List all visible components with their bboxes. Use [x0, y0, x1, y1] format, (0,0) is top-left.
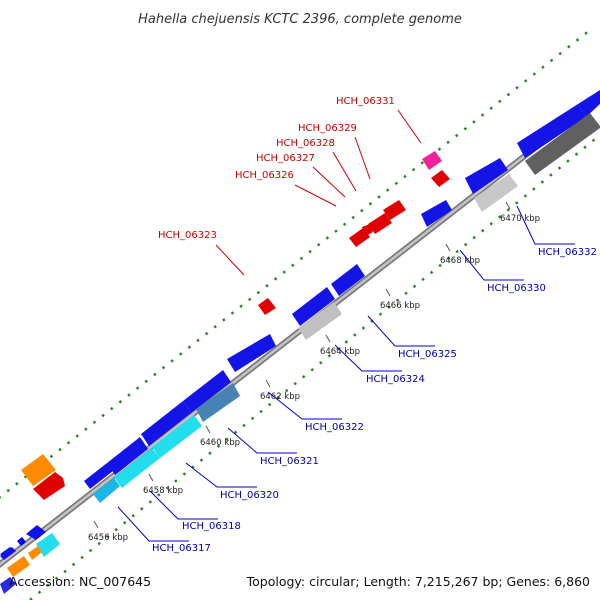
- gene-label[interactable]: HCH_06320: [220, 490, 279, 501]
- gene-arrow[interactable]: [107, 437, 148, 475]
- gene-arrow[interactable]: [331, 264, 365, 296]
- accession-text: Accession: NC_007645: [9, 574, 151, 589]
- gene-leader-line: [354, 136, 371, 180]
- gene-arrow[interactable]: [152, 415, 202, 458]
- gene-label[interactable]: HCH_06318: [182, 521, 241, 532]
- tick-label: 6456 kbp: [88, 533, 128, 543]
- gene-arrow[interactable]: [421, 200, 452, 227]
- gene-arrow[interactable]: [258, 298, 276, 315]
- position-ticks: 6456 kbp 6458 kbp 6460 kbp 6462 kbp 6464 kbp…: [88, 201, 540, 543]
- tick-mark: [265, 379, 271, 388]
- gene-label[interactable]: HCH_06326: [235, 170, 294, 181]
- gene-arrow[interactable]: [422, 151, 442, 170]
- gene-leader-line: [459, 249, 524, 281]
- tick-label: 6468 kbp: [440, 256, 480, 266]
- gene-arrow[interactable]: [7, 556, 30, 577]
- genome-summary-text: Topology: circular; Length: 7,215,267 bp…: [246, 574, 590, 589]
- gene-label[interactable]: HCH_06324: [366, 374, 425, 385]
- gene-leader-line: [267, 391, 342, 420]
- gene-arrow[interactable]: [474, 174, 518, 212]
- gene-leader-line: [334, 344, 402, 372]
- gene-leader-line: [397, 109, 422, 144]
- gene-leader-line: [367, 315, 435, 347]
- gene-label[interactable]: HCH_06328: [276, 138, 335, 149]
- tick-mark: [205, 425, 211, 434]
- gene-arrow[interactable]: [33, 472, 65, 500]
- secondary-strand-genes: [0, 113, 600, 594]
- gene-label[interactable]: HCH_06322: [305, 422, 364, 433]
- gene-label[interactable]: HCH_06327: [256, 153, 315, 164]
- tick-label: 6458 kbp: [143, 486, 183, 496]
- gene-arrow[interactable]: [196, 383, 240, 422]
- tick-label: 6466 kbp: [380, 301, 420, 311]
- tick-label: 6470 kbp: [500, 214, 540, 224]
- gene-arrow[interactable]: [298, 302, 342, 340]
- tick-label: 6462 kbp: [260, 392, 300, 402]
- gene-arrow[interactable]: [183, 370, 231, 413]
- gene-arrow[interactable]: [84, 463, 113, 489]
- gene-leader-line: [294, 184, 337, 207]
- gene-leader-line: [516, 205, 575, 245]
- reverse-gene-labels: HCH_06317 HCH_06318 HCH_06320 HCH_06321 HCH_…: [117, 205, 597, 554]
- gene-label[interactable]: HCH_06329: [298, 123, 357, 134]
- map-title: Hahella chejuensis KCTC 2396, complete g…: [138, 12, 462, 27]
- forward-strand-genes: [0, 90, 600, 560]
- gene-leader-line: [185, 462, 257, 488]
- gene-leader-line: [215, 244, 245, 276]
- tick-mark: [385, 288, 391, 297]
- gene-leader-line: [227, 427, 297, 454]
- gene-label[interactable]: HCH_06330: [487, 283, 546, 294]
- gene-leader-line: [332, 151, 357, 192]
- gene-arrow[interactable]: [368, 213, 392, 234]
- tick-label: 6464 kbp: [320, 347, 360, 357]
- gene-arrow[interactable]: [525, 113, 600, 175]
- tick-mark: [148, 473, 154, 482]
- inner-dotted-ring: [29, 134, 600, 600]
- gene-arrow[interactable]: [0, 577, 16, 594]
- gene-label[interactable]: HCH_06332: [538, 247, 597, 258]
- gene-label[interactable]: HCH_06331: [336, 96, 395, 107]
- gene-label[interactable]: HCH_06323: [158, 230, 217, 241]
- tick-mark: [93, 520, 99, 529]
- tick-mark: [325, 334, 331, 343]
- gene-label[interactable]: HCH_06321: [260, 456, 319, 467]
- gene-arrow[interactable]: [28, 546, 42, 560]
- gene-arrow[interactable]: [21, 454, 56, 486]
- gene-leader-line: [117, 506, 189, 542]
- gene-arrow[interactable]: [227, 334, 276, 372]
- gene-arrow[interactable]: [0, 547, 16, 560]
- gene-arrow[interactable]: [292, 287, 335, 326]
- tick-label: 6460 kbp: [200, 438, 240, 448]
- gene-arrow[interactable]: [26, 525, 46, 540]
- gene-arrow[interactable]: [17, 537, 26, 546]
- gene-arrow[interactable]: [578, 90, 600, 117]
- gene-arrow[interactable]: [93, 478, 120, 503]
- gene-arrow[interactable]: [383, 200, 406, 220]
- gene-label[interactable]: HCH_06317: [152, 543, 211, 554]
- gene-arrow[interactable]: [114, 448, 160, 488]
- forward-gene-labels: HCH_06323 HCH_06326 HCH_06327 HCH_06328 HCH_…: [158, 96, 422, 276]
- tick-mark: [505, 201, 511, 210]
- gene-arrow[interactable]: [517, 104, 586, 158]
- outer-track-genes: [21, 151, 450, 500]
- gene-arrow[interactable]: [141, 401, 191, 446]
- gene-arrow[interactable]: [431, 170, 450, 187]
- gene-arrow[interactable]: [36, 533, 60, 557]
- tick-mark: [445, 243, 451, 252]
- gene-leader-line: [149, 490, 218, 520]
- gene-arrow[interactable]: [465, 158, 508, 194]
- gene-label[interactable]: HCH_06325: [398, 349, 457, 360]
- gene-leader-line: [312, 166, 346, 198]
